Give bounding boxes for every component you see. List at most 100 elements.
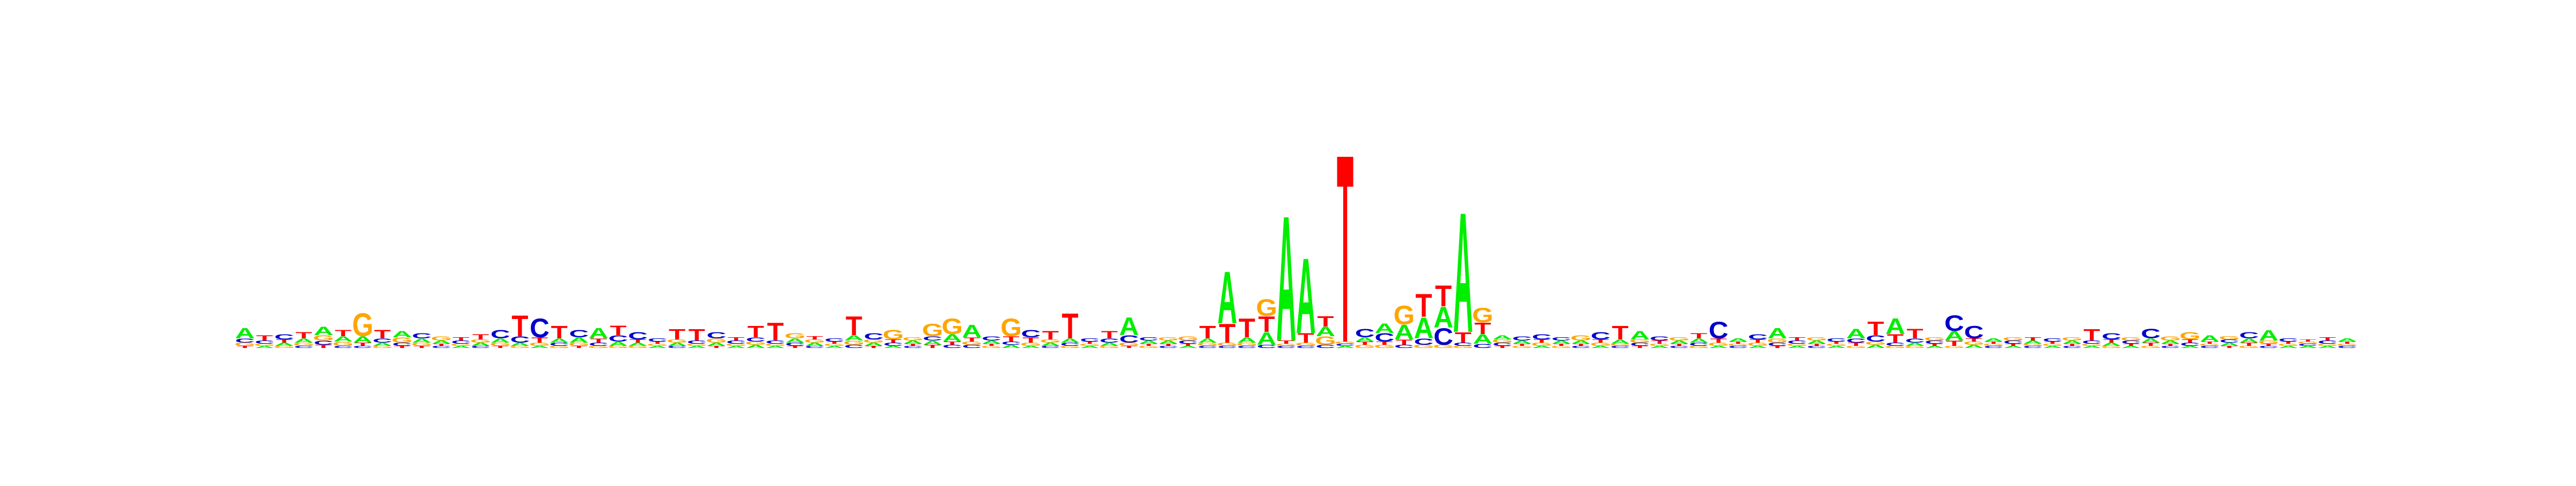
logo-letter-a: A bbox=[1650, 345, 1670, 349]
logo-letter-a: A bbox=[1473, 332, 1492, 347]
logo-letter-a: A bbox=[1178, 345, 1198, 349]
logo-letter-g: G bbox=[667, 338, 688, 343]
logo-letter-t: T bbox=[1651, 339, 1668, 344]
logo-letter-g: G bbox=[981, 345, 1002, 349]
logo-letter-g: G bbox=[470, 338, 492, 343]
logo-letter-c: C bbox=[883, 342, 903, 346]
logo-letter-g: G bbox=[333, 340, 354, 347]
logo-letter-g: G bbox=[509, 345, 531, 349]
logo-letter-g: G bbox=[2317, 343, 2338, 346]
logo-letter-t: T bbox=[728, 336, 744, 341]
logo-letter-a: A bbox=[1492, 334, 1512, 340]
logo-letter-g: G bbox=[2337, 343, 2358, 346]
logo-letter-a: A bbox=[1532, 345, 1552, 349]
logo-letter-t: T bbox=[1730, 341, 1746, 344]
logo-letter-t: T bbox=[787, 345, 803, 349]
logo-letter-t: T bbox=[1907, 327, 1924, 342]
logo-letter-c: C bbox=[1473, 343, 1492, 349]
logo-letter-g: G bbox=[1394, 300, 1415, 330]
logo-letter-c: C bbox=[491, 328, 510, 341]
logo-letter-a: A bbox=[942, 332, 962, 344]
logo-letter-g: G bbox=[1059, 345, 1081, 349]
logo-letter-g: G bbox=[961, 340, 983, 345]
logo-letter-g: G bbox=[1550, 345, 1572, 349]
logo-letter-a: A bbox=[1846, 327, 1866, 342]
logo-letter-c: C bbox=[1924, 339, 1944, 344]
logo-letter-t: T bbox=[1690, 331, 1707, 340]
logo-letter-t: T bbox=[1887, 332, 1904, 345]
logo-letter-g: G bbox=[1295, 342, 1316, 346]
logo-letter-c: C bbox=[903, 345, 923, 349]
logo-letter-g: G bbox=[1668, 336, 1690, 341]
logo-letter-a: A bbox=[2082, 345, 2102, 349]
logo-letter-t: T bbox=[1160, 343, 1176, 346]
logo-letter-a: A bbox=[2023, 339, 2043, 344]
logo-letter-g: G bbox=[1040, 338, 1062, 343]
logo-letter-t: T bbox=[1926, 343, 1943, 346]
logo-letter-g: G bbox=[1236, 342, 1258, 346]
logo-letter-a: A bbox=[903, 339, 923, 344]
logo-letter-g: G bbox=[941, 314, 963, 339]
logo-letter-a: A bbox=[2239, 337, 2259, 344]
logo-letter-g: G bbox=[1924, 336, 1945, 341]
logo-letter-g: G bbox=[1531, 342, 1553, 346]
logo-letter-c: C bbox=[2318, 339, 2338, 344]
logo-letter-t: T bbox=[2221, 345, 2237, 349]
logo-letter-g: G bbox=[2061, 336, 2083, 341]
logo-letter-a: A bbox=[2141, 337, 2161, 344]
logo-letter-t: T bbox=[511, 310, 528, 343]
logo-letter-g: G bbox=[1963, 340, 1985, 345]
logo-letter-t: T bbox=[433, 343, 450, 346]
logo-letter-t: T bbox=[885, 338, 902, 343]
logo-letter-a: A bbox=[1630, 329, 1650, 342]
logo-letter-g: G bbox=[1767, 337, 1788, 344]
logo-letter-c: C bbox=[2043, 337, 2062, 342]
logo-letter-a: A bbox=[1060, 337, 1080, 344]
logo-letter-c: C bbox=[1080, 337, 1100, 342]
logo-letter-a: A bbox=[1552, 339, 1571, 344]
logo-letter-g: G bbox=[1570, 333, 1592, 342]
logo-letter-a: A bbox=[2003, 345, 2023, 349]
logo-letter-g: G bbox=[352, 307, 374, 343]
logo-letter-t: T bbox=[1042, 329, 1059, 342]
logo-letter-a: A bbox=[353, 335, 373, 345]
logo-letter-t: T bbox=[1101, 329, 1118, 341]
logo-letter-t: T bbox=[1789, 336, 1805, 341]
logo-letter-g: G bbox=[568, 342, 590, 346]
logo-letter-c: C bbox=[2003, 339, 2023, 344]
logo-letter-a: A bbox=[1984, 337, 2003, 342]
logo-letter-t: T bbox=[276, 338, 292, 343]
logo-letter-t: T bbox=[904, 343, 921, 346]
logo-letter-t: T bbox=[531, 336, 548, 344]
logo-letter-a: A bbox=[785, 337, 805, 344]
logo-letter-c: C bbox=[1846, 337, 1866, 344]
logo-letter-c: C bbox=[1394, 344, 1414, 349]
logo-letter-t: T bbox=[2005, 343, 2022, 346]
logo-letter-a: A bbox=[1689, 337, 1709, 344]
logo-letter-c: C bbox=[1237, 345, 1257, 349]
logo-letter-g: G bbox=[1217, 342, 1238, 346]
logo-letter-t: T bbox=[1985, 341, 2002, 344]
logo-letter-t: T bbox=[708, 345, 724, 349]
logo-letter-g: G bbox=[2160, 335, 2181, 342]
